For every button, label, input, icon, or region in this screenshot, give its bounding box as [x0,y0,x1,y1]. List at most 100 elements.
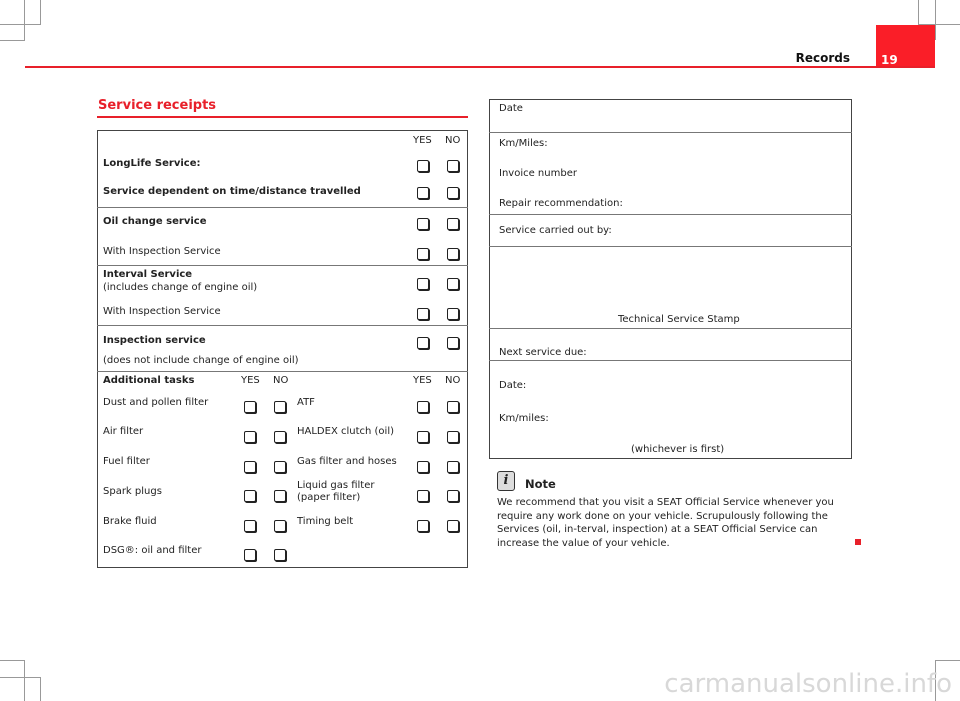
divider [489,246,852,247]
oil-change-label: Oil change service [103,216,207,227]
divider [489,214,852,215]
yes-header: YES [241,375,260,386]
yes-header: YES [413,375,432,386]
checkbox-task-yes[interactable] [244,461,256,473]
checkbox-task-yes[interactable] [244,549,256,561]
end-marker [855,539,861,545]
checkbox-inspection-no[interactable] [447,337,459,349]
checkbox-task-yes[interactable] [417,401,429,413]
divider [97,265,468,266]
checkbox-inspection-yes[interactable] [417,337,429,349]
checkbox-longlife-no[interactable] [447,160,459,172]
date-label: Date [499,103,523,114]
task-label: Timing belt [297,516,354,527]
crop-mark [935,660,960,701]
checkbox-time-yes[interactable] [417,187,429,199]
service-record-box [489,99,852,459]
page-title: Service receipts [98,98,217,113]
with-inspection-label: With Inspection Service [103,246,221,257]
task-label: Brake fluid [103,516,157,527]
checkbox-task-no[interactable] [447,431,459,443]
checkbox-task-yes[interactable] [244,401,256,413]
no-header: NO [445,135,461,146]
checkbox-interval-no[interactable] [447,278,459,290]
additional-tasks-header: Additional tasks [103,375,195,386]
checkbox-task-no[interactable] [447,490,459,502]
inspection-note: (does not include change of engine oil) [103,355,299,366]
divider [97,325,468,326]
interval-label: Interval Service [103,269,193,280]
checkbox-interval-inspection-yes[interactable] [417,308,429,320]
interval-note: (includes change of engine oil) [103,282,258,293]
divider [97,207,468,208]
next-date-label: Date: [499,380,527,391]
checkbox-time-no[interactable] [447,187,459,199]
checkbox-task-no[interactable] [274,401,286,413]
whichever-label: (whichever is first) [631,444,725,455]
task-label: Spark plugs [103,486,162,497]
checkbox-interval-yes[interactable] [417,278,429,290]
no-header: NO [445,375,461,386]
divider [489,328,852,329]
header-rule [25,66,935,68]
carried-out-label: Service carried out by: [499,225,612,236]
info-icon: i [497,471,515,491]
checkbox-oil-no[interactable] [447,218,459,230]
checkbox-task-yes[interactable] [417,431,429,443]
title-rule [97,116,468,118]
checkbox-task-no[interactable] [274,461,286,473]
checkbox-task-no[interactable] [447,461,459,473]
next-km-label: Km/miles: [499,413,549,424]
checkbox-task-no[interactable] [447,520,459,532]
no-header: NO [273,375,289,386]
repair-label: Repair recommendation: [499,198,623,209]
checkbox-oil-inspection-yes[interactable] [417,248,429,260]
with-inspection-label: With Inspection Service [103,306,221,317]
note-text: We recommend that you visit a SEAT Offic… [497,497,834,549]
crop-mark [918,0,960,25]
task-label: ATF [297,397,315,408]
checkbox-task-no[interactable] [274,490,286,502]
checkbox-oil-yes[interactable] [417,218,429,230]
checkbox-oil-inspection-no[interactable] [447,248,459,260]
task-label: Gas filter and hoses [297,456,397,467]
crop-mark [0,660,25,701]
checkbox-task-no[interactable] [274,431,286,443]
crop-mark [0,677,41,701]
checkbox-task-yes[interactable] [244,520,256,532]
stamp-label: Technical Service Stamp [618,314,740,325]
checkbox-task-yes[interactable] [244,431,256,443]
km-miles-label: Km/Miles: [499,138,548,149]
task-label: HALDEX clutch (oil) [297,426,395,437]
checkbox-longlife-yes[interactable] [417,160,429,172]
task-label: Fuel filter [103,456,150,467]
invoice-label: Invoice number [499,168,577,179]
checkbox-task-yes[interactable] [417,461,429,473]
crop-mark [0,0,25,41]
checkbox-task-yes[interactable] [417,490,429,502]
crop-mark [0,0,41,25]
longlife-label: LongLife Service: [103,158,201,169]
task-label: Liquid gas filter (paper filter) [297,480,375,503]
divider [489,360,852,361]
checkbox-task-no[interactable] [274,520,286,532]
watermark: carmanualsonline.info [664,669,952,699]
checkbox-task-yes[interactable] [417,520,429,532]
crop-mark [935,0,960,40]
time-distance-label: Service dependent on time/distance trave… [103,186,361,197]
service-table [97,130,468,568]
checkbox-interval-inspection-no[interactable] [447,308,459,320]
yes-header: YES [413,135,432,146]
task-label: DSG®: oil and filter [103,545,202,556]
inspection-label: Inspection service [103,335,206,346]
note-title: Note [525,477,556,491]
divider [489,132,852,133]
page-number: 19 [876,25,935,68]
next-due-label: Next service due: [499,347,587,358]
section-header: Records [795,51,850,65]
checkbox-task-no[interactable] [274,549,286,561]
checkbox-task-no[interactable] [447,401,459,413]
checkbox-task-yes[interactable] [244,490,256,502]
task-label: Air filter [103,426,144,437]
